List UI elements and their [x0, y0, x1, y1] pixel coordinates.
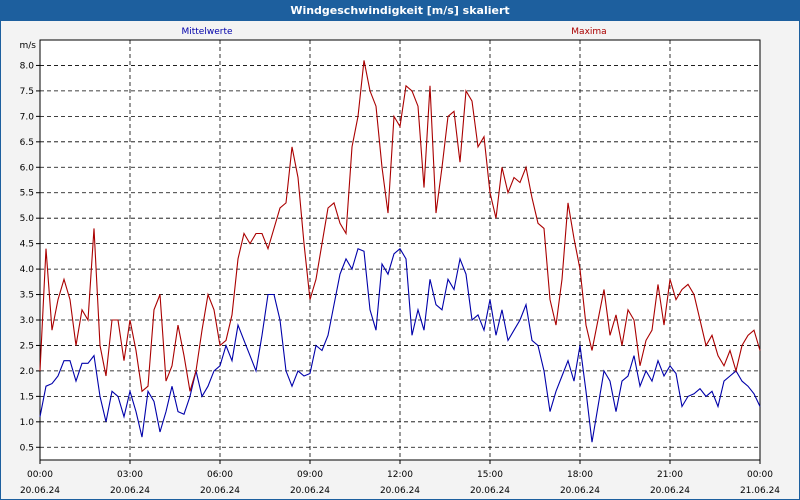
x-tick-date-label: 20.06.24 — [290, 486, 330, 496]
x-tick-date-label: 20.06.24 — [650, 486, 690, 496]
x-tick-date-label: 20.06.24 — [20, 486, 60, 496]
y-tick-label: 7.5 — [20, 87, 34, 97]
y-tick-label: 1.5 — [20, 392, 34, 402]
x-tick-date-label: 20.06.24 — [380, 486, 420, 496]
y-tick-label: 1.0 — [20, 418, 35, 428]
x-tick-time-label: 15:00 — [477, 470, 503, 480]
y-tick-label: 6.0 — [20, 163, 35, 173]
window-title: Windgeschwindigkeit [m/s] skaliert — [1, 1, 799, 21]
y-tick-label: 8.0 — [20, 61, 35, 71]
legend-maxima: Maxima — [571, 27, 606, 37]
series-line-mittelwerte — [39, 247, 761, 443]
x-tick-date-label: 21.06.24 — [740, 486, 780, 496]
x-tick-time-label: 00:00 — [747, 470, 773, 480]
y-tick-label: 2.0 — [20, 367, 35, 377]
x-tick-date-label: 20.06.24 — [200, 486, 240, 496]
y-tick-label: 7.0 — [20, 112, 35, 122]
x-tick-time-label: 06:00 — [207, 470, 233, 480]
x-tick-time-label: 03:00 — [117, 470, 143, 480]
x-tick-time-label: 12:00 — [387, 470, 413, 480]
y-tick-label: 0.5 — [20, 443, 34, 453]
y-tick-label: 4.0 — [20, 265, 35, 275]
x-tick-date-label: 20.06.24 — [470, 486, 510, 496]
y-tick-label: 6.5 — [20, 138, 34, 148]
x-tick-time-label: 00:00 — [27, 470, 53, 480]
y-tick-label: 3.0 — [20, 316, 35, 326]
legend-mittelwerte: Mittelwerte — [181, 27, 232, 37]
x-tick-date-label: 20.06.24 — [110, 486, 150, 496]
y-tick-label: 3.5 — [20, 291, 34, 301]
y-tick-label: 5.0 — [20, 214, 35, 224]
x-tick-time-label: 21:00 — [657, 470, 683, 480]
x-tick-date-label: 20.06.24 — [560, 486, 600, 496]
x-tick-time-label: 18:00 — [567, 470, 593, 480]
x-tick-time-label: 09:00 — [297, 470, 323, 480]
y-tick-label: 5.5 — [20, 189, 34, 199]
series-line-maxima — [39, 60, 761, 393]
y-tick-label: 2.5 — [20, 341, 34, 351]
y-axis-label: m/s — [20, 41, 37, 51]
y-tick-label: 4.5 — [20, 240, 34, 250]
